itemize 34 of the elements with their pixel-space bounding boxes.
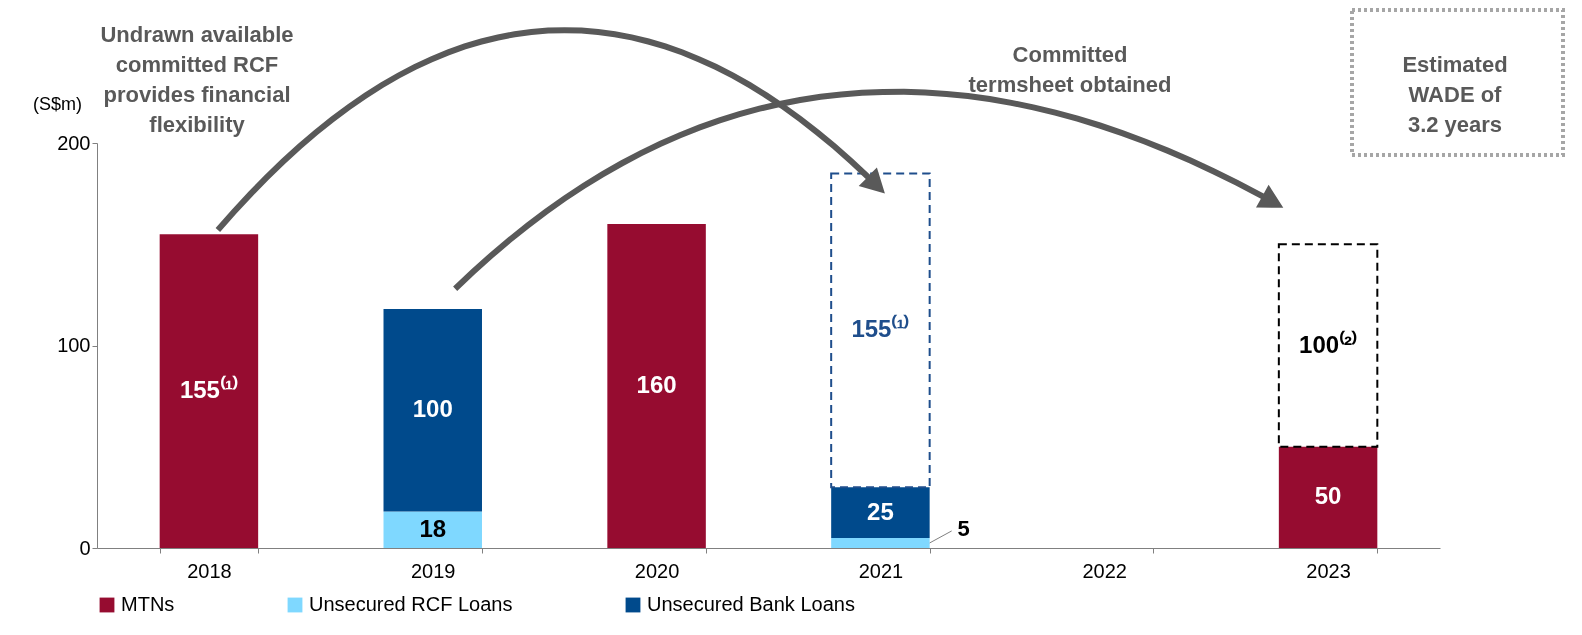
y-axis-title: (S$m) bbox=[33, 93, 82, 114]
y-tick-label: 0 bbox=[79, 536, 91, 559]
data-label: 155⁽¹⁾ bbox=[851, 314, 910, 343]
bar bbox=[1277, 243, 1379, 448]
text: Estimated WADE of 3.2 years bbox=[1402, 52, 1508, 137]
x-tick-label: 2020 bbox=[634, 559, 680, 582]
bar bbox=[383, 511, 482, 548]
y-tick-label: 100 bbox=[57, 334, 91, 356]
x-tick-label: 2019 bbox=[411, 559, 456, 582]
x-tick-label: 2023 bbox=[1306, 559, 1351, 582]
x-tick-label: 2022 bbox=[1082, 559, 1127, 582]
x-tick-label: 2018 bbox=[187, 559, 232, 582]
bar bbox=[831, 487, 930, 538]
legend-label: Unsecured RCF Loans bbox=[309, 593, 513, 615]
bar bbox=[159, 234, 259, 548]
bar bbox=[1278, 446, 1378, 548]
x-tick-label: 2021 bbox=[858, 559, 904, 582]
legend-label: Unsecured Bank Loans bbox=[647, 593, 855, 615]
data-label: 100⁽²⁾ bbox=[1299, 329, 1358, 358]
data-label: 155⁽¹⁾ bbox=[179, 375, 238, 404]
bar bbox=[383, 309, 482, 512]
bar bbox=[830, 172, 931, 489]
data-label: 50 bbox=[1314, 482, 1342, 510]
data-label: 18 bbox=[419, 514, 447, 542]
bar bbox=[607, 224, 706, 548]
text: Undrawn available committed RCF provides financial flexibility bbox=[100, 22, 294, 137]
data-label: 25 bbox=[867, 497, 894, 525]
text: Committed termsheet obtained bbox=[968, 42, 1172, 97]
data-label: 100 bbox=[412, 395, 453, 423]
data-label: 160 bbox=[636, 371, 677, 398]
y-tick-label: 200 bbox=[57, 131, 91, 154]
data-label: 5 bbox=[957, 515, 970, 541]
legend-label: MTNs bbox=[121, 593, 175, 615]
bar bbox=[831, 537, 930, 548]
